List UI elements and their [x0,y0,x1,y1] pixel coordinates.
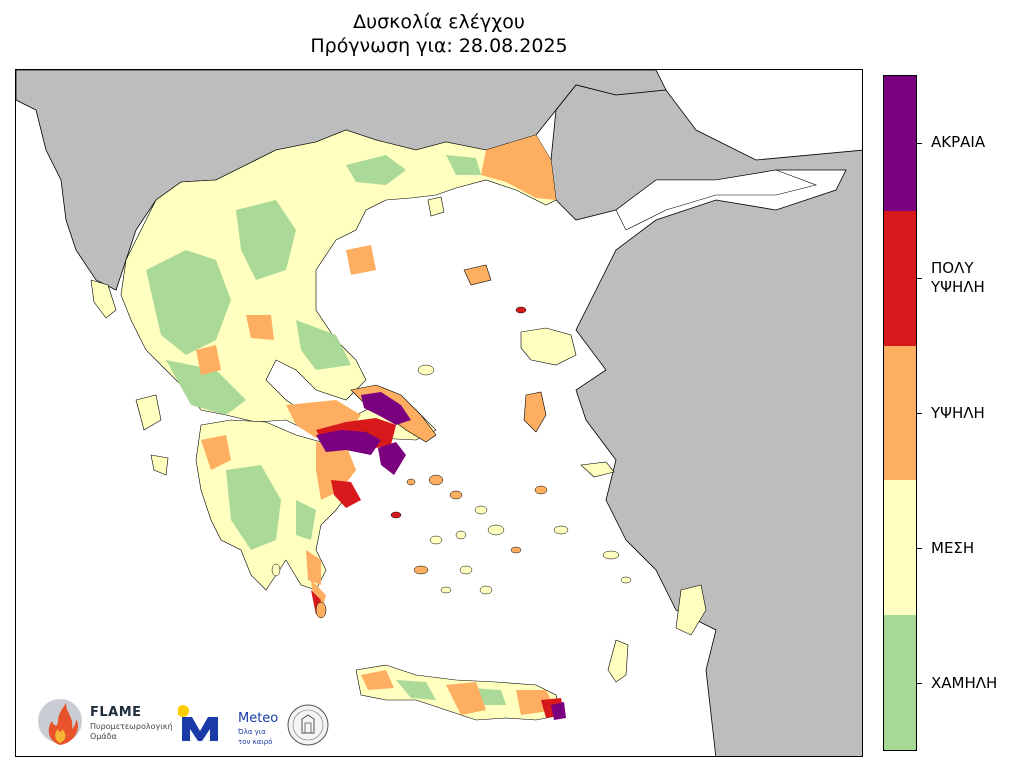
low-danger-areas [146,155,506,705]
samos [580,461,615,478]
corfu [90,279,117,319]
legend-tick [917,277,922,279]
legend-item-very-high: ΠΟΛΥ ΥΨΗΛΗ [917,210,1024,345]
flame-logo-name: FLAME [90,705,142,720]
meteo-logo-icon [178,705,218,741]
legend-label-high: ΥΨΗΛΗ [931,403,985,422]
kefalonia [135,394,162,431]
marmara-sea [615,169,818,231]
zakynthos [150,454,169,476]
legend-tick [917,548,922,550]
logos-bar: FLAME Πυρομετεωρολογική Ομάδα Meteo Όλα … [32,695,342,755]
legend-item-low: ΧΑΜΗΛΗ [917,616,1024,751]
legend-tick [917,683,922,685]
thasos [427,196,445,217]
flame-logo-icon [38,699,82,745]
flame-logo-subtitle: Πυρομετεωρολογική Ομάδα [90,722,173,741]
colorbar-low [884,615,916,750]
colorbar-medium [884,480,916,616]
lesvos [520,327,577,366]
map-title-line2: Πρόγνωση για: 28.08.2025 [310,35,568,57]
university-seal-icon [287,704,329,746]
rhodes [675,584,707,636]
map-title: Δυσκολία ελέγχου Πρόγνωση για: 28.08.202… [15,10,863,58]
meteo-logo-subtitle-1: Όλα για [238,728,266,736]
colorbar-very-high [884,210,916,346]
legend-tick [917,142,922,144]
high-danger-areas [196,135,556,715]
meteo-logo-name: Meteo [238,711,279,726]
legend-item-high: ΥΨΗΛΗ [917,345,1024,480]
legend-label-very-high: ΠΟΛΥ ΥΨΗΛΗ [931,258,985,296]
cyclades-islands [271,306,632,619]
legend-tick [917,413,922,414]
map-title-line1: Δυσκολία ελέγχου [353,11,525,33]
chios [523,391,547,433]
legend-item-extreme: ΑΚΡΑΙΑ [917,75,1024,210]
legend-label-extreme: ΑΚΡΑΙΑ [931,133,986,152]
legend-label-medium: ΜΕΣΗ [931,538,975,557]
colorbar-labels: ΑΚΡΑΙΑ ΠΟΛΥ ΥΨΗΛΗ ΥΨΗΛΗ ΜΕΣΗ ΧΑΜΗΛΗ [917,75,1024,751]
colorbar-extreme [884,76,916,211]
lemnos [463,264,492,286]
legend-item-medium: ΜΕΣΗ [917,481,1024,616]
meteo-logo-subtitle-2: τον καιρό [238,738,273,746]
legend-label-low: ΧΑΜΗΛΗ [931,673,998,692]
karpathos [607,639,629,683]
map-area [15,69,863,757]
map-svg [16,70,862,756]
colorbar [883,75,917,751]
colorbar-high [884,345,916,481]
extreme-danger-areas [316,392,566,720]
